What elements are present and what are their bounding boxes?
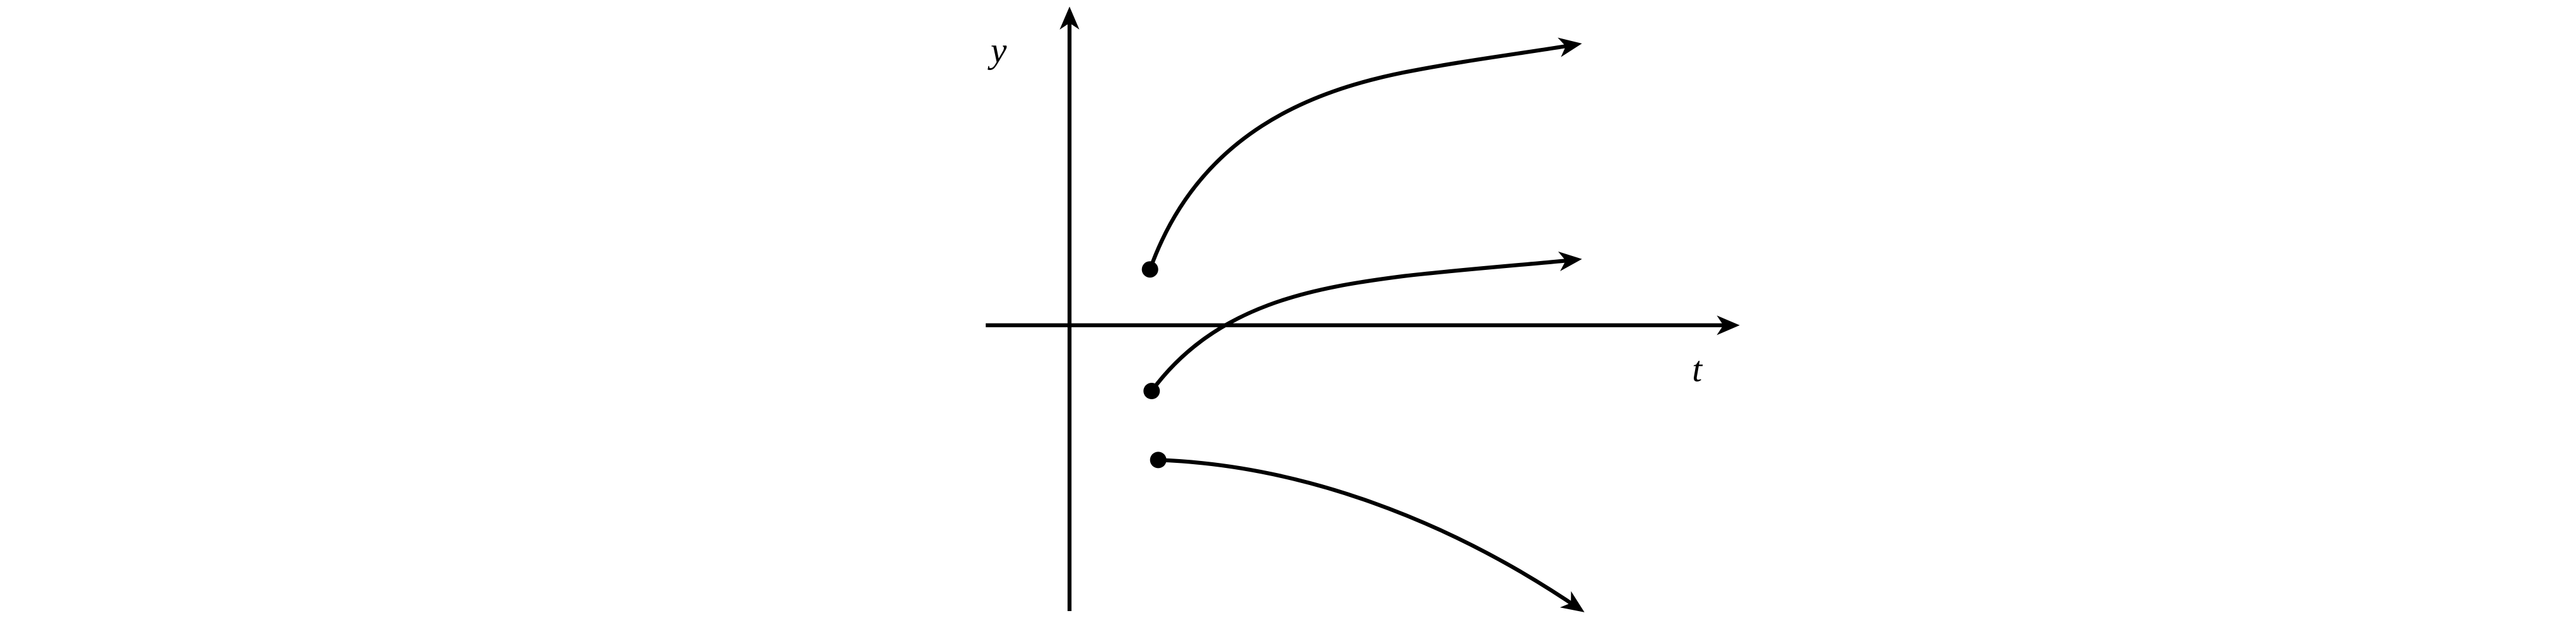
start-point [1150,452,1167,469]
curve-middle [1150,251,1582,392]
y-axis-label: y [988,31,1007,71]
curve-upper [1148,37,1582,271]
curve-lower [1158,458,1585,612]
start-point [1141,261,1158,278]
start-point [1143,382,1160,400]
x-axis-label: t [1692,349,1703,389]
